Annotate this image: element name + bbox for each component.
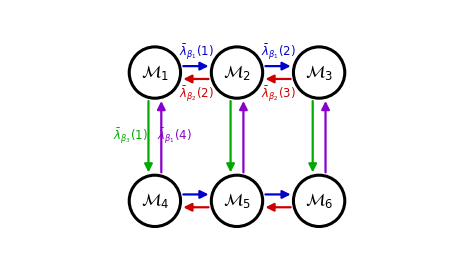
Text: $\bar{\lambda}_{\beta_3}(1)$: $\bar{\lambda}_{\beta_3}(1)$ [113,127,148,146]
Text: $\bar{\lambda}_{\beta_2}(2)$: $\bar{\lambda}_{\beta_2}(2)$ [179,85,213,104]
Circle shape [129,175,181,227]
Text: $\bar{\lambda}_{\beta_1}(4)$: $\bar{\lambda}_{\beta_1}(4)$ [157,127,191,146]
Text: $\mathcal{M}_1$: $\mathcal{M}_1$ [141,63,169,82]
Circle shape [293,175,345,227]
Text: $\mathcal{M}_3$: $\mathcal{M}_3$ [305,63,333,82]
Text: $\bar{\lambda}_{\beta_1}(1)$: $\bar{\lambda}_{\beta_1}(1)$ [179,42,213,62]
Circle shape [293,47,345,98]
Circle shape [211,175,263,227]
Text: $\bar{\lambda}_{\beta_2}(3)$: $\bar{\lambda}_{\beta_2}(3)$ [261,85,295,104]
Text: $\mathcal{M}_6$: $\mathcal{M}_6$ [305,191,333,210]
Text: $\bar{\lambda}_{\beta_1}(2)$: $\bar{\lambda}_{\beta_1}(2)$ [261,42,295,62]
Circle shape [129,47,181,98]
Circle shape [211,47,263,98]
Text: $\mathcal{M}_4$: $\mathcal{M}_4$ [141,191,169,210]
Text: $\mathcal{M}_2$: $\mathcal{M}_2$ [223,63,251,82]
Text: $\mathcal{M}_5$: $\mathcal{M}_5$ [223,191,251,210]
